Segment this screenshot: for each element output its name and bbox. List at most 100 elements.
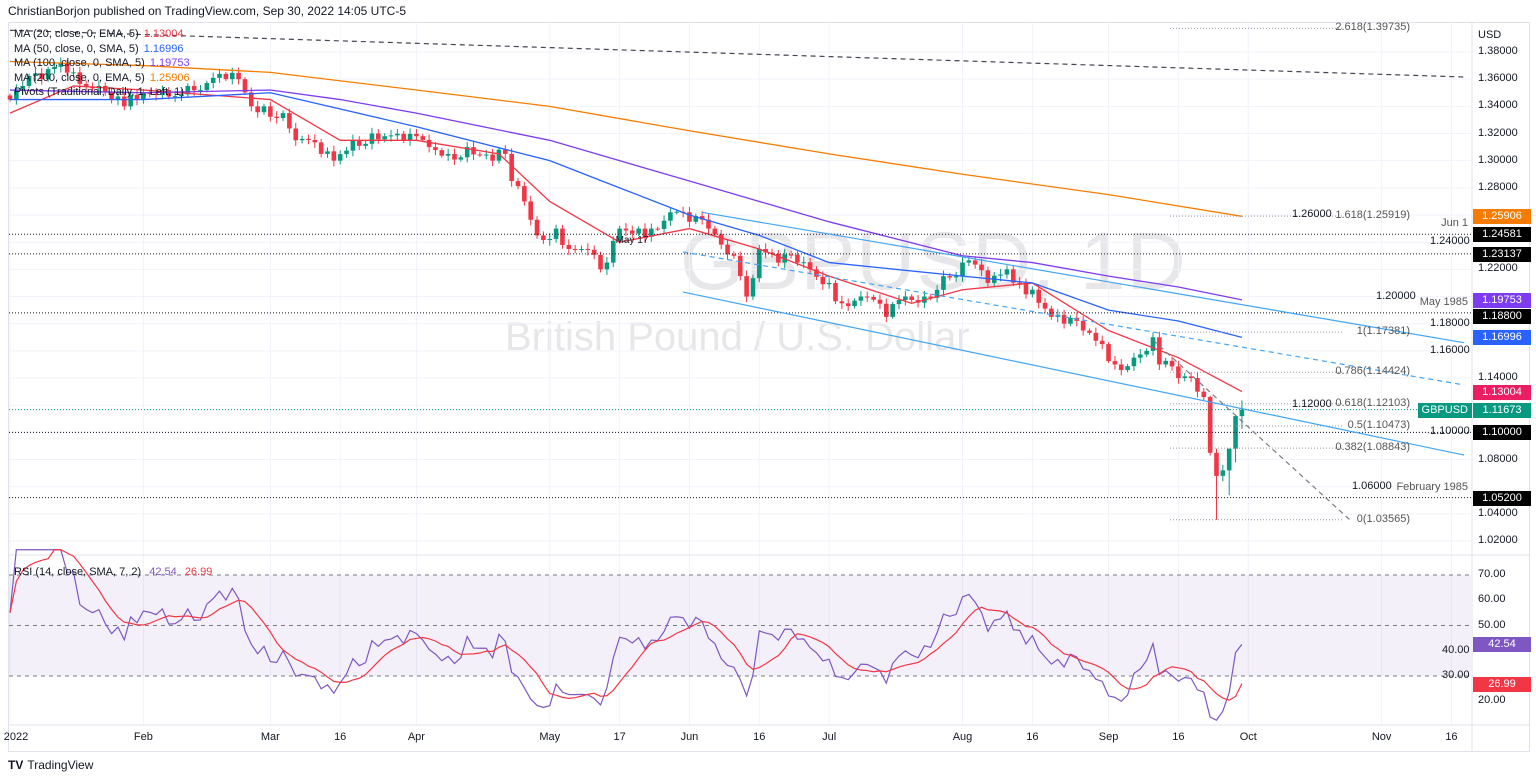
candle-body — [820, 276, 826, 285]
legend-item[interactable]: MA (200, close, 0, EMA, 5) 1.25906 — [14, 72, 190, 84]
candle-body — [331, 151, 337, 161]
candle-body — [261, 106, 267, 113]
candle-body — [985, 270, 991, 283]
rsi-legend-label: RSI (14, close, SMA, 7, 2) — [14, 566, 142, 578]
candle-body — [52, 66, 57, 70]
candle-body — [141, 93, 146, 100]
candle-body — [1112, 361, 1118, 365]
candle-body — [1201, 391, 1207, 398]
candle-body — [363, 143, 368, 146]
candle-body — [655, 228, 660, 230]
candle-body — [179, 94, 184, 97]
legend-item[interactable]: MA (20, close, 0, EMA, 5) 1.13004 — [14, 28, 183, 40]
candle-body — [464, 147, 470, 158]
candle-body — [598, 254, 603, 270]
candle-body — [636, 228, 641, 234]
candle-body — [274, 116, 279, 119]
candle-body — [471, 147, 476, 155]
candle-body — [566, 244, 572, 249]
price-badge: 1.16996 — [1473, 330, 1531, 346]
legend-value: 1.16996 — [143, 42, 184, 55]
legend-label: MA (50, close, 0, SMA, 5) — [14, 42, 139, 55]
legend-item[interactable]: MA (100, close, 0, SMA, 5) 1.19753 — [14, 57, 190, 69]
candle-body — [395, 133, 400, 136]
candle-body — [1093, 332, 1099, 341]
candle-body — [166, 90, 172, 97]
rsi-badge: 42.54 — [1473, 637, 1531, 653]
level-label: Jun 1 — [1441, 217, 1468, 230]
candle-body — [71, 72, 76, 74]
candle-body — [909, 296, 914, 300]
tradingview-logo[interactable]: TV TradingView — [8, 758, 94, 772]
rsi-tick-label: 70.00 — [1478, 568, 1506, 580]
candle-body — [585, 248, 591, 250]
candle-body — [433, 147, 438, 151]
candle-body — [20, 85, 25, 90]
legend-item[interactable]: Pivots (Traditional, Daily, 1, Left, 1) — [14, 86, 184, 98]
candle-body — [864, 296, 870, 298]
y-tick-label: 1.20000 — [1376, 289, 1416, 302]
candle-body — [718, 234, 724, 245]
candle-body — [388, 135, 394, 137]
symbol-badge: GBPUSD — [1417, 402, 1472, 418]
level-label: February 1985 — [1396, 480, 1468, 493]
candle-body — [903, 296, 908, 301]
y-tick-label: 1.06000 — [1352, 479, 1392, 492]
candle-body — [1036, 289, 1041, 303]
candle-body — [369, 133, 375, 144]
legend-item[interactable]: MA (50, close, 0, SMA, 5) 1.16996 — [14, 43, 183, 55]
candle-body — [490, 154, 495, 161]
y-tick-label: 1.18000 — [1430, 316, 1470, 329]
candle-body — [553, 228, 559, 239]
candle-body — [1042, 302, 1048, 309]
candle-body — [122, 96, 127, 107]
candle-body — [414, 133, 419, 137]
candle-body — [572, 248, 578, 250]
candle-body — [223, 73, 229, 80]
candle-body — [617, 228, 622, 241]
level-label: May 1985 — [1419, 295, 1468, 308]
candle-body — [1023, 282, 1029, 295]
candle-body — [350, 140, 356, 151]
candle-body — [1087, 330, 1092, 333]
candle-body — [947, 276, 953, 278]
y-tick-label: 1.34000 — [1478, 99, 1518, 112]
candle-body — [1138, 354, 1143, 358]
candle-body — [896, 300, 902, 305]
rsi-value: 42.54 — [149, 566, 177, 578]
candle-body — [1239, 409, 1245, 417]
candle-body — [58, 62, 64, 67]
candle-body — [445, 153, 451, 156]
candle-body — [845, 303, 851, 307]
candle-body — [750, 278, 756, 297]
level-badge: 1.18800 — [1473, 308, 1531, 324]
candle-body — [890, 304, 895, 317]
x-tick-label: Oct — [1239, 731, 1257, 743]
candle-body — [255, 106, 260, 113]
rsi-line — [9, 549, 1243, 721]
candle-body — [744, 276, 749, 297]
candle-body — [807, 262, 813, 270]
candle-body — [83, 83, 89, 87]
candle-body — [376, 133, 381, 140]
candle-body — [1233, 416, 1238, 449]
rsi-legend: RSI (14, close, SMA, 7, 2) 42.54 26.99 — [14, 566, 212, 578]
price-badge: 1.19753 — [1473, 292, 1531, 308]
candle-body — [833, 282, 838, 302]
candle-body — [477, 154, 483, 156]
candle-body — [128, 94, 133, 107]
watermark-name: British Pound / U.S. Dollar — [505, 315, 970, 359]
candle-body — [483, 154, 489, 156]
price-badge: 1.25906 — [1473, 209, 1531, 225]
candle-body — [1118, 364, 1124, 371]
candle-body — [547, 238, 553, 241]
candle-body — [1011, 269, 1016, 283]
x-tick-label: 2022 — [3, 731, 29, 743]
rsi-tick-label: 50.00 — [1478, 618, 1506, 631]
candle-body — [1182, 376, 1188, 379]
candle-body — [77, 72, 83, 84]
candle-body — [1131, 357, 1137, 367]
y-tick-label: 1.36000 — [1478, 72, 1518, 85]
candle-body — [452, 153, 457, 160]
